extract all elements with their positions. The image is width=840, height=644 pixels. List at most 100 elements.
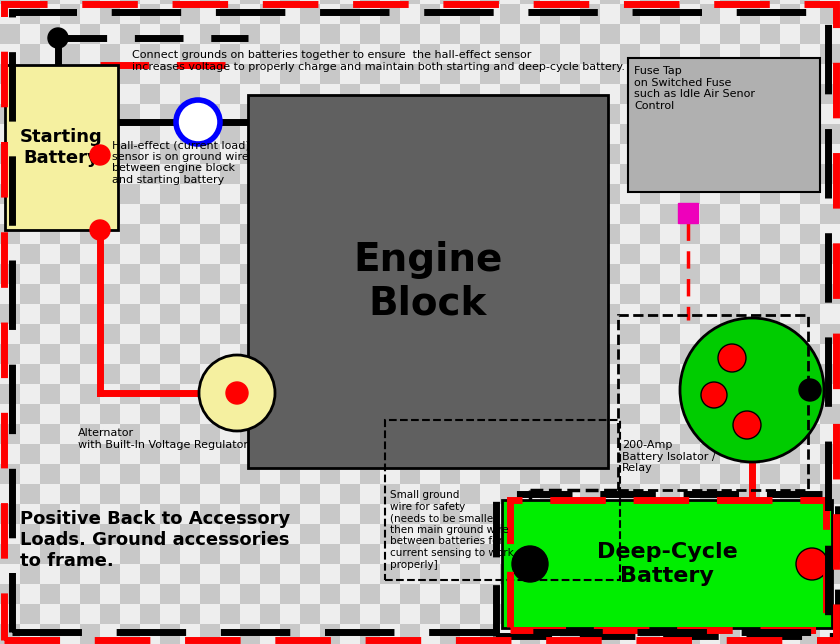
Bar: [120, 404, 140, 424]
Bar: [180, 44, 200, 64]
Bar: [520, 184, 540, 204]
Bar: [180, 244, 200, 264]
Bar: [200, 4, 220, 24]
Bar: [760, 44, 780, 64]
Bar: [660, 404, 680, 424]
Bar: [740, 4, 760, 24]
Bar: [500, 44, 520, 64]
Bar: [360, 144, 380, 164]
Bar: [820, 24, 840, 44]
Bar: [560, 344, 580, 364]
Bar: [240, 564, 260, 584]
Bar: [320, 244, 340, 264]
Bar: [420, 524, 440, 544]
Bar: [760, 284, 780, 304]
Bar: [560, 384, 580, 404]
Bar: [160, 104, 180, 124]
Bar: [200, 444, 220, 464]
Bar: [200, 144, 220, 164]
Bar: [60, 624, 80, 644]
Bar: [240, 164, 260, 184]
Bar: [240, 24, 260, 44]
Bar: [320, 344, 340, 364]
Bar: [420, 344, 440, 364]
Bar: [500, 24, 520, 44]
Bar: [380, 224, 400, 244]
Bar: [100, 24, 120, 44]
Bar: [120, 124, 140, 144]
Bar: [760, 584, 780, 604]
Bar: [540, 564, 560, 584]
Bar: [640, 384, 660, 404]
Bar: [80, 204, 100, 224]
Bar: [100, 344, 120, 364]
Bar: [360, 24, 380, 44]
Bar: [720, 104, 740, 124]
Bar: [260, 324, 280, 344]
Bar: [300, 384, 320, 404]
Bar: [820, 0, 840, 4]
Bar: [100, 84, 120, 104]
Bar: [280, 364, 300, 384]
Bar: [600, 204, 620, 224]
Bar: [200, 584, 220, 604]
Bar: [80, 504, 100, 524]
Bar: [440, 224, 460, 244]
Bar: [60, 384, 80, 404]
Text: Hall-effect (current load)
sensor is on ground wire
between engine block
and sta: Hall-effect (current load) sensor is on …: [112, 140, 249, 185]
Bar: [680, 184, 700, 204]
Bar: [300, 364, 320, 384]
Bar: [540, 304, 560, 324]
Text: Small ground
wire for safety
(needs to be smaller
then main ground wire
between : Small ground wire for safety (needs to b…: [390, 490, 514, 569]
Bar: [540, 364, 560, 384]
Bar: [720, 44, 740, 64]
Bar: [360, 544, 380, 564]
Bar: [120, 64, 140, 84]
Bar: [100, 584, 120, 604]
Bar: [280, 404, 300, 424]
Bar: [320, 184, 340, 204]
Bar: [560, 544, 580, 564]
Bar: [180, 224, 200, 244]
Bar: [360, 344, 380, 364]
Bar: [740, 144, 760, 164]
Bar: [60, 64, 80, 84]
Bar: [700, 364, 720, 384]
Bar: [280, 224, 300, 244]
Bar: [780, 544, 800, 564]
Bar: [100, 444, 120, 464]
Bar: [300, 464, 320, 484]
Bar: [20, 24, 40, 44]
Bar: [0, 84, 20, 104]
Bar: [160, 604, 180, 624]
Bar: [380, 604, 400, 624]
Bar: [300, 604, 320, 624]
Bar: [480, 364, 500, 384]
Bar: [40, 624, 60, 644]
Bar: [0, 464, 20, 484]
Bar: [80, 164, 100, 184]
Bar: [440, 504, 460, 524]
Bar: [800, 504, 820, 524]
Bar: [20, 484, 40, 504]
Bar: [420, 244, 440, 264]
Bar: [680, 84, 700, 104]
Bar: [180, 344, 200, 364]
Bar: [660, 0, 680, 4]
Bar: [120, 0, 140, 4]
Bar: [248, 95, 608, 468]
Bar: [60, 104, 80, 124]
Bar: [500, 164, 520, 184]
Bar: [420, 104, 440, 124]
Bar: [400, 424, 420, 444]
Bar: [820, 144, 840, 164]
Bar: [820, 204, 840, 224]
Bar: [160, 464, 180, 484]
Bar: [820, 564, 840, 584]
Bar: [700, 44, 720, 64]
Bar: [380, 324, 400, 344]
Bar: [420, 484, 440, 504]
Bar: [200, 604, 220, 624]
Bar: [400, 224, 420, 244]
Bar: [720, 24, 740, 44]
